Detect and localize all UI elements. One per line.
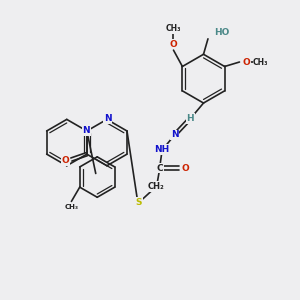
Text: CH₃: CH₃ [64,204,78,210]
Text: C: C [157,164,163,172]
Text: CH₂: CH₂ [148,182,165,191]
Text: CH₃: CH₃ [165,24,181,33]
Text: CH₃: CH₃ [253,58,268,67]
Text: H: H [186,114,194,123]
Text: O: O [242,58,250,67]
Text: O: O [169,40,177,49]
Text: O: O [61,156,69,165]
Text: N: N [104,114,111,123]
Text: N: N [171,130,178,139]
Text: NH: NH [154,145,170,154]
Text: N: N [82,126,90,135]
Text: O: O [181,164,189,172]
Text: HO: HO [214,28,229,38]
Text: S: S [136,197,142,206]
